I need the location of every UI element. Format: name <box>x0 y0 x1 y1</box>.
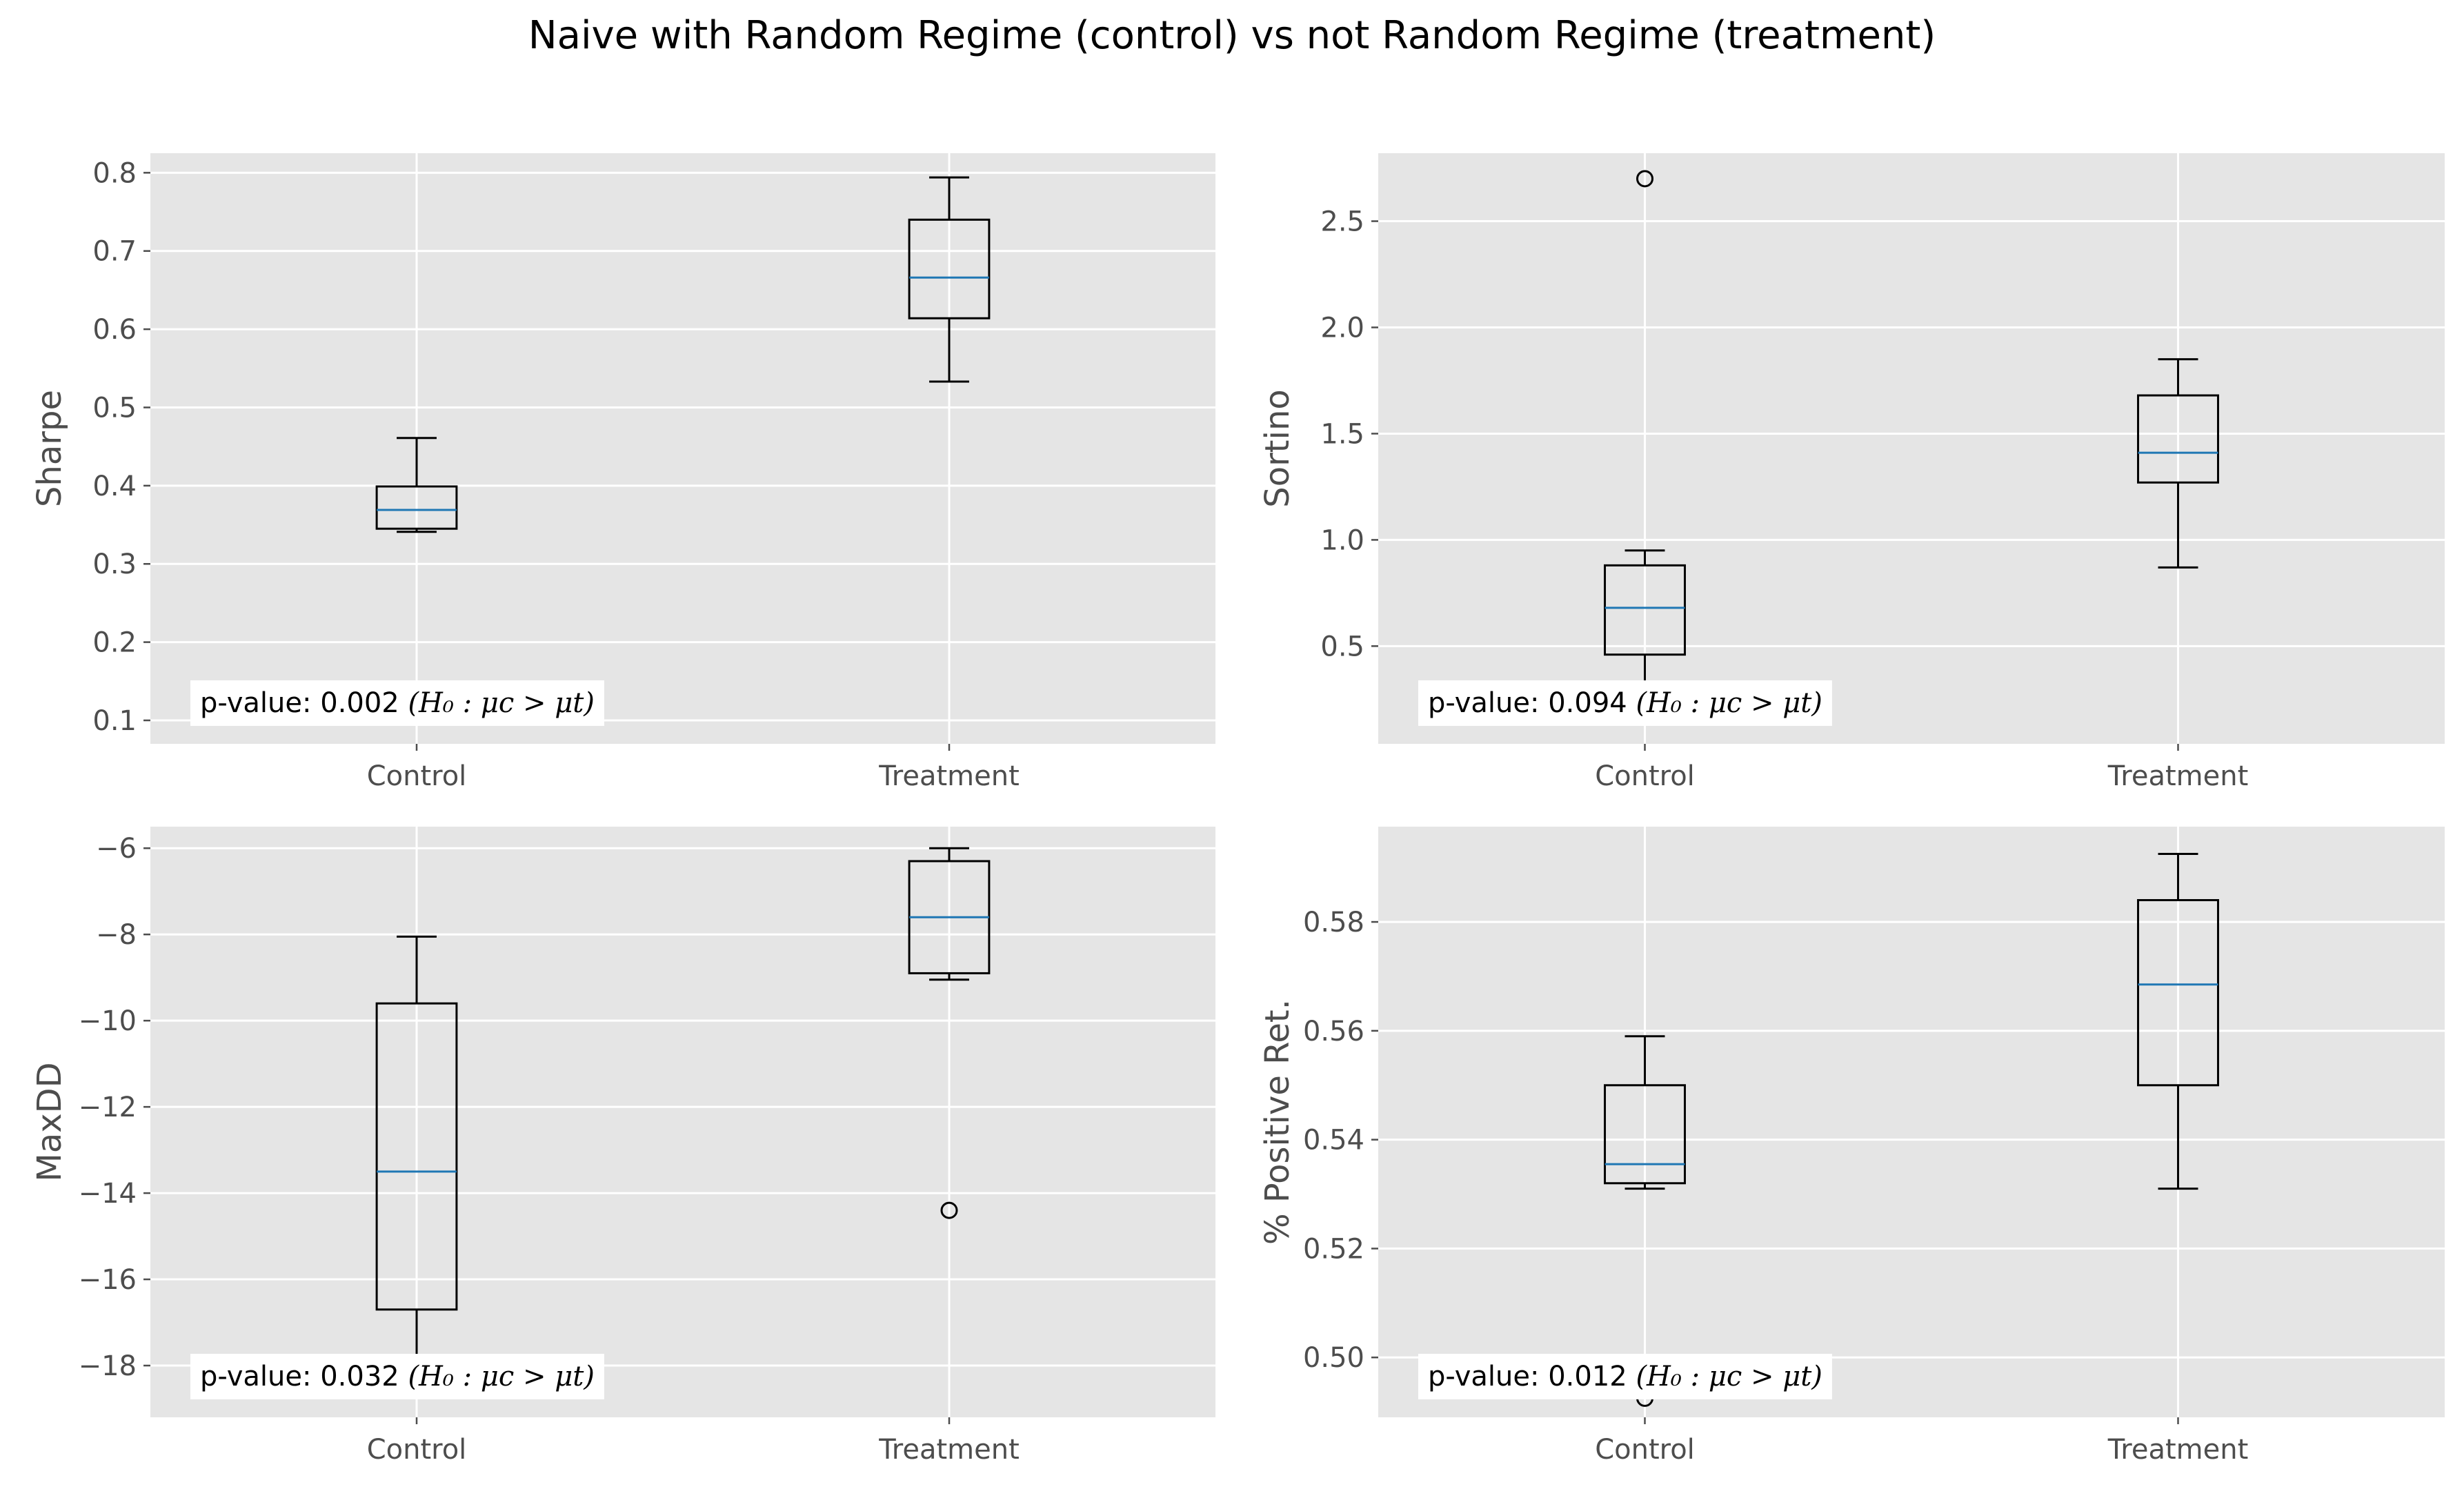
x-tick-label: Treatment <box>2107 760 2249 792</box>
y-tick-label: 0.8 <box>92 157 137 189</box>
iqr-box <box>2137 394 2219 484</box>
pvalue-annotation: p-value: 0.012 (H₀ : μc > μt) <box>1418 1354 1832 1399</box>
x-tick-label: Control <box>1595 1434 1695 1466</box>
y-tick-label: 0.4 <box>92 471 137 502</box>
plot-area <box>150 827 1215 1417</box>
pvalue-value: p-value: 0.002 <box>200 687 408 719</box>
pvalue-hypothesis: (H₀ : μc > μt) <box>408 687 594 719</box>
y-tick-label: 1.5 <box>1320 418 1364 450</box>
plot-area <box>1378 827 2445 1417</box>
pvalue-label: p-value: 0.032 (H₀ : μc > μt) <box>200 1361 595 1392</box>
y-tick-label: 0.56 <box>1303 1016 1364 1047</box>
pvalue-value: p-value: 0.094 <box>1428 687 1636 719</box>
subplot-1: 0.1 0.2 0.3 0.4 0.5 0.6 0.7 0.8 Control Treatment… <box>30 153 1215 792</box>
iqr-box <box>375 1002 458 1311</box>
y-tick-label: −12 <box>79 1092 137 1123</box>
y-tick-label: 0.6 <box>92 314 137 346</box>
pvalue-box <box>1418 680 1832 726</box>
outlier-point <box>1636 170 1653 188</box>
box-treatment <box>2137 358 2219 569</box>
y-tick-label: −14 <box>79 1178 137 1210</box>
figure-title: Naive with Random Regime (control) vs no… <box>528 13 1936 58</box>
box-treatment <box>908 847 991 1219</box>
pvalue-value: p-value: 0.012 <box>1428 1361 1636 1392</box>
box-treatment <box>2137 852 2219 1190</box>
pvalue-annotation: p-value: 0.094 (H₀ : μc > μt) <box>1418 680 1832 726</box>
subplot-4: 0.50 0.52 0.54 0.56 0.58 Control Treatment % Po… <box>1258 827 2445 1466</box>
outlier-point <box>940 1201 958 1219</box>
x-tick-label: Treatment <box>878 1434 1020 1466</box>
y-tick-label: 0.5 <box>1320 631 1364 662</box>
x-tick-label: Control <box>1595 760 1695 792</box>
x-tick-label: Treatment <box>2107 1434 2249 1466</box>
box-treatment <box>908 176 991 383</box>
pvalue-box <box>190 680 604 726</box>
subplot-2: 0.5 1.0 1.5 2.0 2.5 Control Treatment Sortino p-… <box>1258 153 2445 792</box>
plot-area <box>1378 153 2445 744</box>
y-tick-label: 2.0 <box>1320 312 1364 344</box>
y-tick-label: −16 <box>79 1264 137 1296</box>
y-axis-label: Sortino <box>1258 389 1297 508</box>
x-tick-label: Treatment <box>878 760 1020 792</box>
y-axis-label: MaxDD <box>30 1062 69 1181</box>
iqr-box <box>375 485 458 530</box>
y-tick-label: −8 <box>96 919 137 951</box>
pvalue-label: p-value: 0.094 (H₀ : μc > μt) <box>1428 687 1822 719</box>
y-tick-label: 0.2 <box>92 627 137 659</box>
iqr-box <box>1604 1084 1686 1185</box>
y-tick-label: 0.1 <box>92 705 137 737</box>
pvalue-label: p-value: 0.002 (H₀ : μc > μt) <box>200 687 595 719</box>
pvalue-value: p-value: 0.032 <box>200 1361 408 1392</box>
y-tick-label: −10 <box>79 1005 137 1037</box>
y-tick-label: 0.3 <box>92 549 137 580</box>
y-tick-label: 0.7 <box>92 236 137 268</box>
y-axis-label: % Positive Ret. <box>1258 999 1297 1245</box>
box-control <box>375 437 458 726</box>
y-tick-label: 1.0 <box>1320 524 1364 556</box>
y-tick-label: −18 <box>79 1350 137 1382</box>
pvalue-annotation: p-value: 0.002 (H₀ : μc > μt) <box>190 680 604 726</box>
plot-area <box>150 153 1215 744</box>
y-tick-label: −6 <box>96 833 137 865</box>
pvalue-annotation: p-value: 0.032 (H₀ : μc > μt) <box>190 1354 604 1399</box>
pvalue-box <box>1418 1354 1832 1399</box>
pvalue-hypothesis: (H₀ : μc > μt) <box>1636 1361 1822 1392</box>
pvalue-hypothesis: (H₀ : μc > μt) <box>408 1361 594 1392</box>
y-tick-label: 0.58 <box>1303 907 1364 938</box>
y-tick-label: 0.52 <box>1303 1233 1364 1265</box>
y-tick-label: 2.5 <box>1320 206 1364 238</box>
x-tick-label: Control <box>367 1434 467 1466</box>
subplot-3: −6 −8 −10 −12 −14 −16 −18 Control Treatment MaxDD… <box>30 827 1215 1466</box>
iqr-box <box>2137 899 2219 1087</box>
x-tick-label: Control <box>367 760 467 792</box>
pvalue-box <box>190 1354 604 1399</box>
iqr-box <box>1604 564 1686 656</box>
subplot-grid: 0.1 0.2 0.3 0.4 0.5 0.6 0.7 0.8 Control Treatment… <box>30 153 2445 1466</box>
iqr-box <box>908 218 991 319</box>
pvalue-label: p-value: 0.012 (H₀ : μc > μt) <box>1428 1361 1822 1392</box>
y-tick-label: 0.54 <box>1303 1125 1364 1156</box>
y-tick-label: 0.5 <box>92 392 137 424</box>
box-control <box>1604 1035 1686 1407</box>
y-axis-label: Sharpe <box>30 390 69 507</box>
pvalue-hypothesis: (H₀ : μc > μt) <box>1636 687 1822 719</box>
y-tick-label: 0.50 <box>1303 1342 1364 1374</box>
